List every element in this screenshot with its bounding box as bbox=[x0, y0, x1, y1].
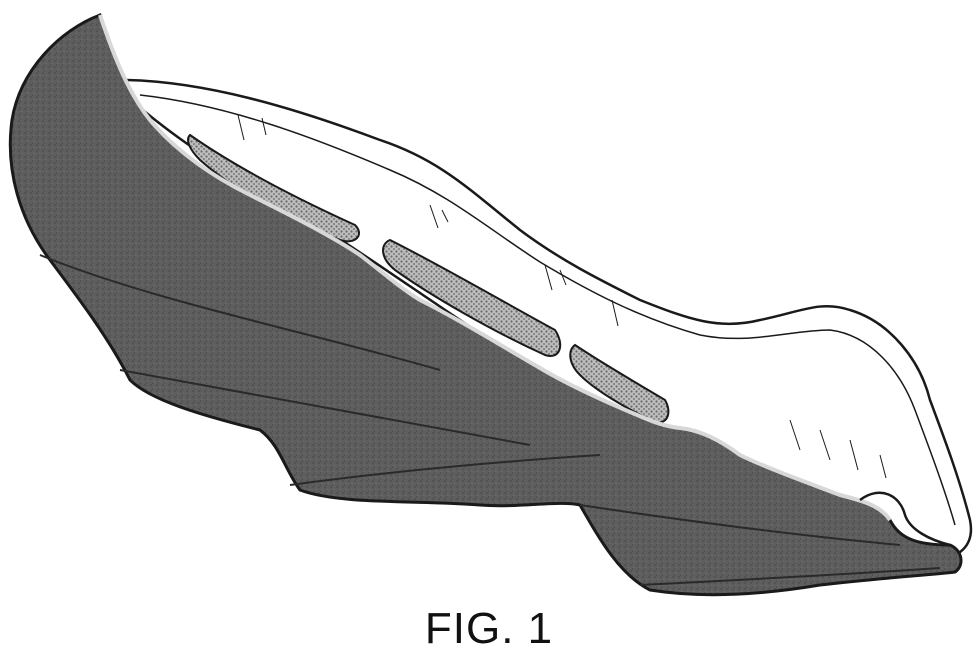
figure-label: FIG. 1 bbox=[0, 604, 978, 654]
patent-drawing bbox=[0, 0, 978, 600]
